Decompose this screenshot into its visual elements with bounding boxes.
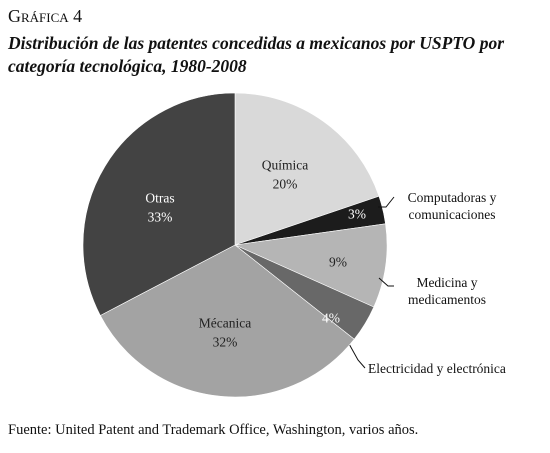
pie-slice — [233, 223, 388, 308]
value-label: 4% — [322, 310, 340, 326]
source-note: Fuente: United Patent and Trademark Offi… — [8, 422, 419, 438]
slice-label: Mécanica — [198, 315, 252, 331]
slice-label: Electricidad y electrónica — [368, 361, 506, 376]
pie-slice — [82, 92, 236, 316]
leader-line — [378, 277, 394, 287]
slice-label: Otras — [145, 190, 175, 206]
leader-line — [378, 196, 395, 208]
chart-subtitle: Distribución de las patentes concedidas … — [8, 33, 505, 76]
pie-slice — [234, 92, 380, 246]
slice-label: Computadoras y comunicaciones — [407, 190, 497, 222]
chart-title: Gráfica 4 — [8, 6, 83, 26]
slice-label: Medicina y medicamentos — [408, 275, 486, 307]
value-label: 33% — [147, 209, 173, 225]
value-label: 3% — [348, 206, 366, 222]
value-label: 9% — [329, 254, 347, 270]
leader-line — [347, 341, 366, 369]
pie-slice — [99, 244, 355, 398]
value-label: 32% — [212, 334, 238, 350]
value-label: 20% — [272, 176, 298, 192]
slice-label: Química — [261, 157, 309, 173]
